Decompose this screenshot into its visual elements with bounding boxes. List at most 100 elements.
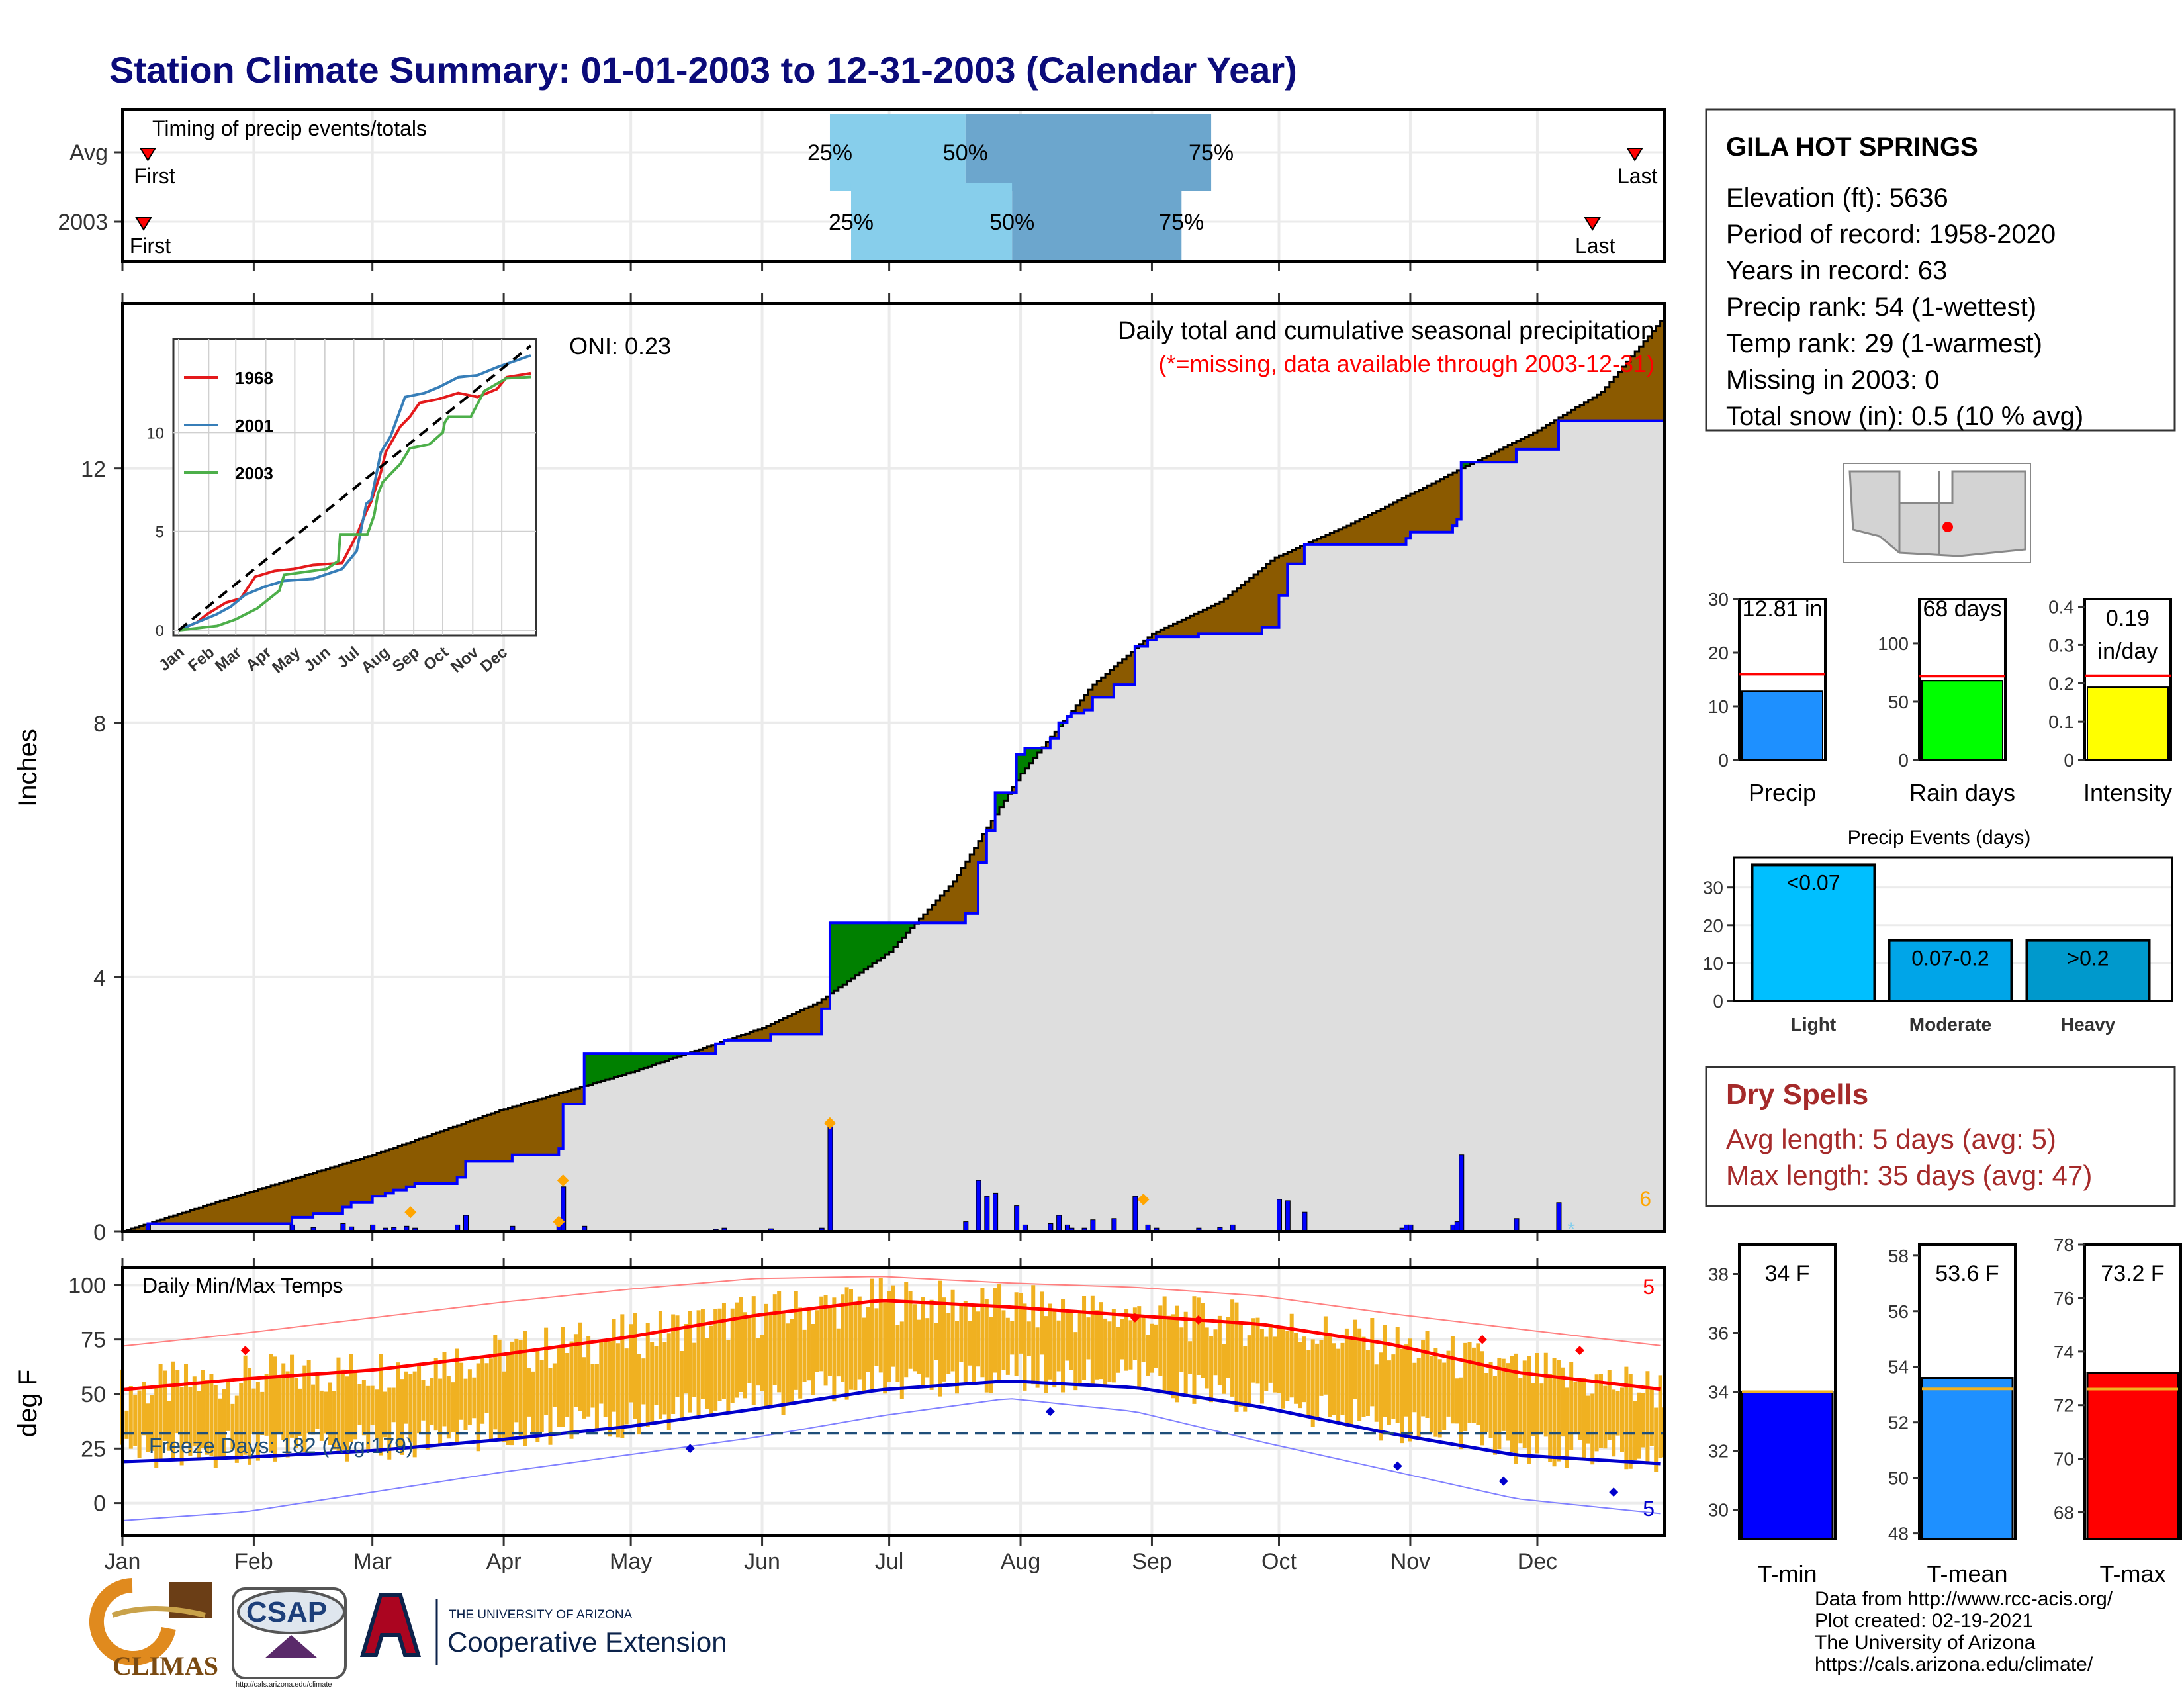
record-temp-marker <box>1498 1476 1508 1486</box>
inset-series-line <box>178 375 531 632</box>
mini-bar-unit: in/day <box>2098 639 2158 664</box>
x-tick-label: Oct <box>1261 1549 1297 1574</box>
mini-bar <box>2087 686 2169 761</box>
timing-row-label: 2003 <box>58 210 108 235</box>
station-line: Period of record: 1958-2020 <box>1726 220 2056 249</box>
tbar-y-tick: 54 <box>1888 1357 1909 1378</box>
station-location-dot <box>1942 522 1953 532</box>
timing-percent-label: 50% <box>989 210 1034 235</box>
inset-avg-line <box>177 344 532 632</box>
record-temp-marker <box>1130 1313 1140 1323</box>
first-label: First <box>134 164 175 188</box>
tbar-y-tick: 38 <box>1708 1264 1729 1285</box>
timing-label: Timing of precip events/totals <box>152 117 427 140</box>
x-tick-label: Nov <box>1390 1549 1430 1574</box>
record-marker <box>553 1215 565 1228</box>
event-bar <box>1888 939 2013 1003</box>
event-bar-label: 0.07-0.2 <box>1911 947 1989 970</box>
locator-map <box>1843 463 2031 563</box>
tbar-y-tick: 58 <box>1888 1246 1909 1266</box>
inset-series-line <box>178 354 531 632</box>
daily-temp-bars <box>120 1278 1666 1472</box>
mini-bar <box>1741 690 1823 761</box>
tbar-value: 73.2 F <box>2101 1261 2164 1286</box>
tbar-name: T-max <box>2099 1560 2165 1587</box>
tbar-name: T-min <box>1758 1560 1817 1587</box>
tbar <box>1921 1377 2014 1540</box>
mini-y-tick: 0 <box>1718 750 1729 771</box>
tbar-name: T-mean <box>1927 1560 2007 1587</box>
mini-y-tick: 20 <box>1708 643 1729 663</box>
tbar-y-tick: 74 <box>2054 1342 2074 1362</box>
tbar-y-tick: 34 <box>1708 1382 1729 1403</box>
daily-precip-bar <box>1132 1196 1138 1232</box>
mini-y-tick: 0 <box>1898 750 1909 771</box>
last-label: Last <box>1617 164 1658 188</box>
daily-precip-bar <box>1056 1215 1062 1232</box>
x-tick-label: Apr <box>486 1549 522 1574</box>
tbar-value: 53.6 F <box>1935 1261 1999 1286</box>
station-line: Elevation (ft): 5636 <box>1726 183 1948 212</box>
timing-bar-lower <box>829 114 966 191</box>
tbar <box>1741 1391 1834 1540</box>
csap-logo-text: CSAP <box>246 1596 327 1628</box>
record-temp-marker <box>1477 1335 1487 1344</box>
mini-y-tick: 100 <box>1878 633 1909 654</box>
x-tick-label: Jan <box>105 1549 141 1574</box>
record-marker <box>823 1117 836 1129</box>
tbar-y-tick: 32 <box>1708 1441 1729 1462</box>
missing-note: (*=missing, data available through 2003-… <box>1159 350 1655 377</box>
last-event-marker <box>1584 217 1601 231</box>
timing-bar-upper <box>1012 183 1182 260</box>
daily-precip-bar <box>463 1215 469 1232</box>
first-event-marker <box>139 148 157 162</box>
events-y-tick: 10 <box>1703 953 1723 974</box>
tbar-value: 34 F <box>1764 1261 1809 1286</box>
mini-bar-charts: 0 10 20 30 12.81 in Precip 0 50 100 68 days Rain d… <box>1708 589 2172 806</box>
inset-legend-label: 2003 <box>235 463 273 483</box>
daily-precip-bar <box>827 1123 833 1232</box>
precip-frame <box>121 302 1666 1233</box>
record-temp-marker <box>1574 1346 1584 1356</box>
temp-y-axis-label: deg F <box>13 1370 42 1437</box>
event-bar-label: >0.2 <box>2067 947 2109 970</box>
tbar <box>2086 1372 2179 1540</box>
y-tick-label: 50 <box>81 1382 106 1407</box>
mini-bar-value: 68 days <box>1923 596 2001 622</box>
timing-percent-label: 75% <box>1189 140 1234 165</box>
climas-logo-text: CLIMAS <box>113 1651 218 1681</box>
station-line: Years in record: 63 <box>1726 256 1947 285</box>
ua-logo: THE UNIVERSITY OF ARIZONA Cooperative Ex… <box>359 1593 727 1665</box>
daily-precip-bar <box>993 1192 999 1232</box>
mini-y-tick: 0 <box>2064 750 2074 771</box>
station-line: Precip rank: 54 (1-wettest) <box>1726 293 2036 322</box>
oni-label: ONI: 0.23 <box>569 332 671 359</box>
temp-panel: Jan Feb Mar Apr May Jun Jul Aug Sep Oct Nov Dec 0 25 5… <box>13 1258 1666 1574</box>
record-temp-marker <box>1045 1407 1055 1417</box>
timing-percent-label: 25% <box>807 140 852 165</box>
y-tick-label: 25 <box>81 1436 106 1462</box>
last-event-marker <box>1626 148 1643 162</box>
daily-precip-bar <box>1459 1154 1465 1232</box>
daily-precip-bar <box>963 1221 969 1232</box>
mini-bar-value: 12.81 in <box>1743 596 1823 622</box>
y-tick-label: 4 <box>93 966 106 991</box>
ua-logo-name: Cooperative Extension <box>447 1626 727 1658</box>
csap-url: http://cals.arizona.edu/climate <box>236 1681 332 1688</box>
timing-percent-label: 75% <box>1159 210 1204 235</box>
precip-panel-label: Daily total and cumulative seasonal prec… <box>1118 317 1655 345</box>
tbar-y-tick: 48 <box>1888 1524 1909 1544</box>
station-name: GILA HOT SPRINGS <box>1726 132 1978 162</box>
event-bar-label: <0.07 <box>1787 870 1841 894</box>
x-tick-label: Aug <box>1001 1549 1041 1574</box>
observed-cumulative-line <box>122 416 1666 1233</box>
credit-line: https://cals.arizona.edu/climate/ <box>1815 1654 2093 1675</box>
event-bar <box>2025 939 2151 1003</box>
mini-y-tick: 30 <box>1708 589 1729 610</box>
dry-spells-title: Dry Spells <box>1726 1078 1868 1111</box>
y-tick-label: 75 <box>81 1328 106 1353</box>
record-temp-marker <box>1193 1315 1203 1325</box>
inset-y-tick: 10 <box>146 424 164 442</box>
temp-frame <box>121 1266 1666 1537</box>
